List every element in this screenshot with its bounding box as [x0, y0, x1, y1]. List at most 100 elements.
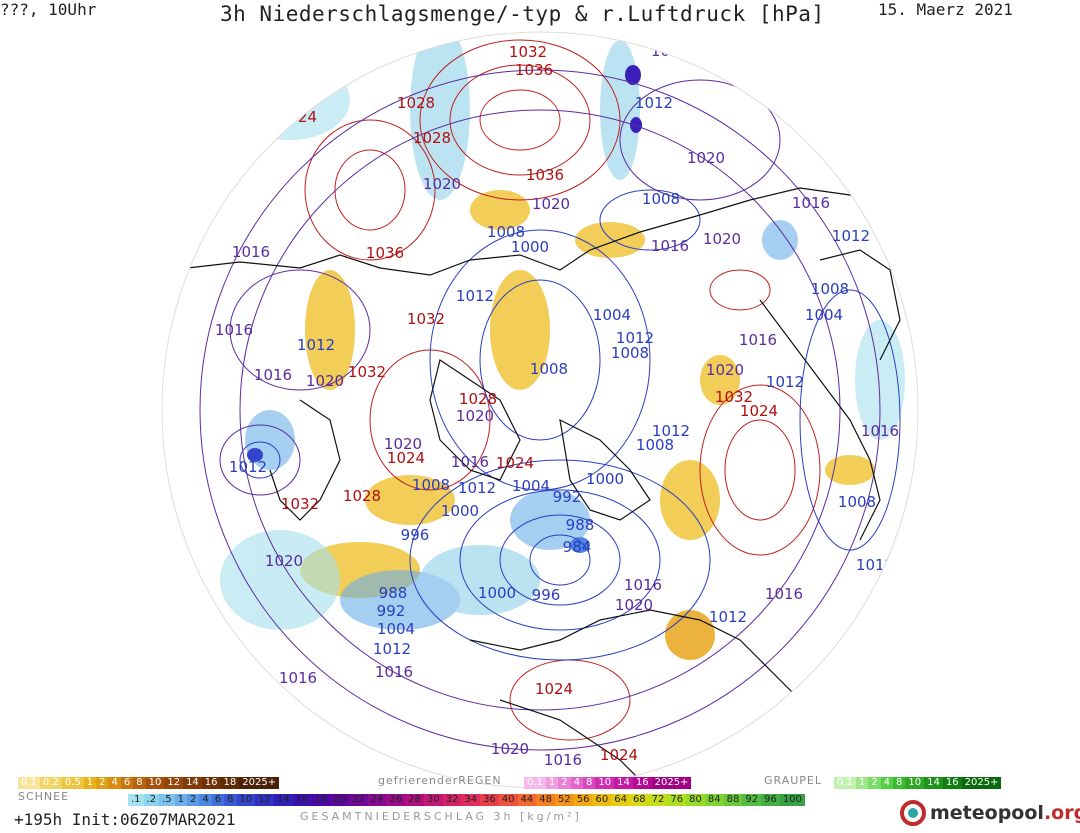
pressure-label: 1020 — [703, 230, 741, 248]
legend-swatch: 12 — [164, 777, 184, 789]
pressure-label: 1020 — [491, 740, 529, 758]
legend-swatch: 40 — [498, 794, 518, 806]
legend-swatch: 52 — [555, 794, 574, 806]
pressure-label: 1012 — [652, 422, 690, 440]
legend-swatch: 8 — [583, 777, 596, 789]
pressure-label: 1024 — [279, 108, 317, 126]
pressure-label: 1016 — [792, 194, 830, 212]
legend-swatch: 28 — [405, 794, 424, 806]
pressure-label: 996 — [401, 526, 430, 544]
legend-swatch: 4 — [108, 777, 121, 789]
pressure-label: 1012 — [635, 94, 673, 112]
pressure-label: 1016 — [651, 42, 689, 60]
legend-swatch: 20 — [330, 794, 349, 806]
legend-swatch: 16 — [201, 777, 221, 789]
legend-swatch: 18 — [311, 794, 331, 806]
pressure-label: 1024 — [535, 680, 573, 698]
intense-precip-cores — [247, 65, 642, 553]
legend-swatch: 2 — [558, 777, 571, 789]
pressure-label: 1004 — [512, 477, 550, 495]
legend-swatch: 100 — [779, 794, 805, 806]
pressure-label: 1012 — [456, 287, 494, 305]
pressure-label: 1020 — [384, 435, 422, 453]
legend-swatch: 14 — [924, 777, 943, 789]
legend-swatch: 84 — [704, 794, 724, 806]
legend-swatch: .1 — [128, 794, 144, 806]
pressure-label: 1012 — [616, 329, 654, 347]
pressure-label: 1036 — [366, 244, 404, 262]
pressure-label: 984 — [563, 538, 592, 556]
pressure-label: 1028 — [397, 94, 435, 112]
legend-swatch: 4 — [880, 777, 894, 789]
legend-swatch: 2 — [96, 777, 109, 789]
pressure-label: 988 — [379, 584, 408, 602]
legend-swatch: 16 — [632, 777, 652, 789]
coastlines — [169, 187, 906, 788]
legend-swatch: 10 — [236, 794, 256, 806]
pressure-label: 1012 — [709, 608, 747, 626]
legend-swatch: 10 — [145, 777, 165, 789]
legend-swatch: 6 — [211, 794, 225, 806]
pressure-label: 1016 — [861, 422, 899, 440]
pressure-label: 1012 — [832, 227, 870, 245]
pressure-label: 1004 — [805, 306, 843, 324]
pressure-label: 1028 — [413, 129, 451, 147]
pressure-label: 1016 — [739, 331, 777, 349]
pressure-label: 1016 — [624, 576, 662, 594]
legend-swatch: 2025+ — [239, 777, 280, 789]
forecast-hour-label: ???, 10Uhr — [0, 0, 97, 19]
pressure-label: 1000 — [441, 502, 479, 520]
pressure-label: 1008 — [811, 280, 849, 298]
pressure-label: 1008 — [838, 493, 876, 511]
legend-swatch: 18 — [220, 777, 240, 789]
legend-swatch: 0.5 — [61, 777, 84, 789]
legend-swatch: 0.2 — [39, 777, 62, 789]
legend-swatch: 8 — [133, 777, 146, 789]
pressure-label: 1016 — [254, 366, 292, 384]
legend-swatch: 88 — [723, 794, 743, 806]
legend-swatch: 26 — [386, 794, 406, 806]
legend-swatch: 6 — [120, 777, 134, 789]
legend-swatch: 0.1 — [834, 777, 856, 789]
legend-swatch: 1 — [855, 777, 869, 789]
pressure-label: 1012 — [458, 479, 496, 497]
pressure-label: 1020 — [456, 407, 494, 425]
pressure-label: 1020 — [532, 195, 570, 213]
pressure-label: 1024 — [740, 402, 778, 420]
legend-swatch: 1 — [545, 777, 559, 789]
pressure-label: 1028 — [459, 390, 497, 408]
legend-swatch: 2025+ — [651, 777, 692, 789]
pressure-label: 1016 — [651, 237, 689, 255]
pressure-label: 1016 — [451, 453, 489, 471]
total-precip-legend: .1.2.5 1 2 4 6 8 10 12 14 16 18 20 22 24 26 28 30 32 34 36 4… — [128, 794, 805, 806]
legend-swatch: 32 — [442, 794, 462, 806]
pressure-label: 1012 — [297, 336, 335, 354]
legend-swatch: 2025+ — [961, 777, 1002, 789]
legend-swatch: .2 — [143, 794, 160, 806]
legend-swatch: 48 — [536, 794, 555, 806]
legend-swatch: 56 — [573, 794, 593, 806]
pressure-label: 1004 — [377, 620, 415, 638]
pressure-label: 1000 — [511, 238, 549, 256]
legend-swatch: 14 — [614, 777, 633, 789]
pressure-label: 992 — [553, 488, 582, 506]
legend-swatch: 14 — [183, 777, 202, 789]
pressure-label: 1024 — [600, 746, 638, 764]
legend-swatch: 1 — [174, 794, 188, 806]
legend-swatch: 14 — [273, 794, 293, 806]
pressure-label: 1000 — [586, 470, 624, 488]
graupel-legend-title: GRAUPEL — [764, 774, 823, 787]
snow-legend-title: SCHNEE — [18, 790, 70, 803]
legend-swatch: 44 — [517, 794, 537, 806]
pressure-label: 992 — [377, 602, 406, 620]
legend-swatch: 76 — [667, 794, 687, 806]
freezing-rain-legend-title: gefrierenderREGEN — [378, 774, 502, 787]
pressure-label: 1012 — [373, 640, 411, 658]
init-time-label: +195h Init:06Z07MAR2021 — [14, 810, 236, 829]
legend-swatch: 22 — [348, 794, 368, 806]
total-precip-caption: GESAMTNIEDERSCHLAG 3h [kg/m²] — [300, 810, 582, 823]
pressure-label: 1012 — [229, 458, 267, 476]
pressure-label: 1012 — [766, 373, 804, 391]
pressure-label: 1020 — [423, 175, 461, 193]
